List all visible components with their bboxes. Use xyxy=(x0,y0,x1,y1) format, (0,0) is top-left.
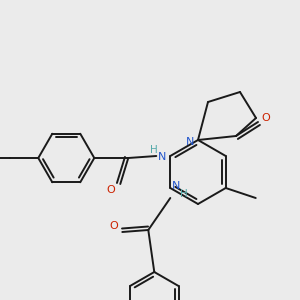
Text: N: N xyxy=(186,137,194,147)
Text: N: N xyxy=(158,152,166,162)
Text: O: O xyxy=(109,221,118,231)
Text: H: H xyxy=(180,189,188,199)
Text: N: N xyxy=(172,181,181,191)
Text: O: O xyxy=(262,113,270,123)
Text: H: H xyxy=(150,145,158,155)
Text: O: O xyxy=(106,185,115,195)
